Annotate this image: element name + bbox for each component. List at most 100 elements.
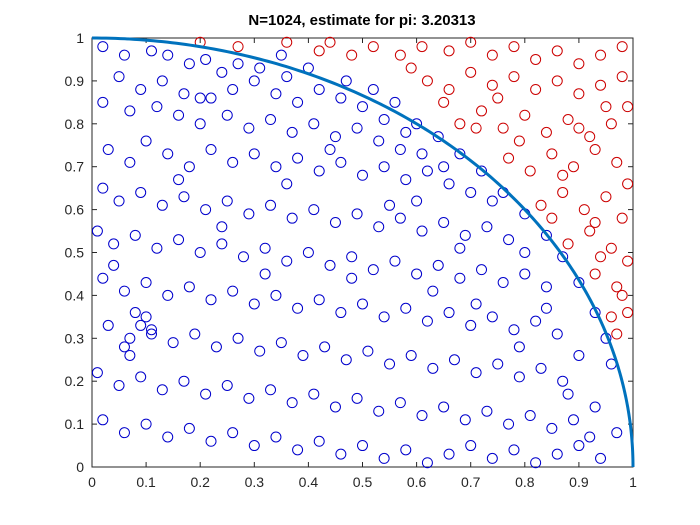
inside-point (178, 375, 190, 387)
inside-point (173, 234, 185, 246)
inside-point (465, 319, 477, 331)
inside-point (259, 268, 271, 280)
outside-point (605, 242, 617, 254)
inside-point (394, 397, 406, 409)
inside-point (237, 251, 249, 263)
inside-point (519, 247, 531, 258)
x-tick-label: 0 (88, 474, 96, 490)
inside-point (259, 242, 271, 254)
inside-point (275, 49, 287, 61)
outside-point (421, 75, 433, 87)
x-tick-label: 0.4 (299, 474, 319, 490)
inside-point (292, 444, 304, 456)
inside-point (102, 319, 114, 331)
outside-point (595, 49, 607, 61)
inside-point (519, 268, 531, 280)
inside-point (151, 101, 163, 113)
outside-point (589, 268, 601, 280)
inside-point (135, 371, 147, 383)
inside-point (292, 96, 304, 108)
outside-point (584, 131, 596, 143)
inside-point (335, 448, 347, 460)
y-tick-label: 0.1 (65, 416, 85, 432)
inside-point (351, 122, 363, 134)
inside-point (232, 58, 244, 70)
outside-point (622, 307, 634, 319)
x-tick-label: 0.9 (569, 474, 589, 490)
x-tick-label: 0.3 (245, 474, 265, 490)
inside-point (140, 277, 152, 289)
inside-point (411, 118, 423, 130)
outside-point (486, 49, 498, 61)
inside-point (156, 199, 168, 211)
inside-point (411, 195, 423, 207)
x-axis: 0 0.1 0.2 0.3 0.4 0.5 0.6 0.7 0.8 0.9 1 (88, 38, 637, 490)
inside-point (210, 341, 222, 353)
inside-point (378, 452, 390, 464)
inside-point (102, 144, 114, 156)
inside-point (146, 328, 158, 340)
inside-point (503, 234, 515, 246)
inside-point (448, 354, 460, 366)
y-tick-label: 0.9 (65, 73, 85, 89)
inside-point (265, 114, 277, 126)
inside-point (135, 83, 147, 95)
outside-point (562, 114, 574, 126)
inside-point (156, 384, 168, 396)
y-tick-label: 0.3 (65, 330, 85, 346)
inside-point (589, 401, 601, 413)
outside-point (616, 289, 628, 301)
inside-point (416, 225, 428, 237)
outside-point (551, 75, 563, 87)
outside-point (600, 101, 612, 113)
inside-point (113, 195, 125, 207)
inside-point (394, 144, 406, 156)
inside-point (497, 277, 509, 289)
inside-point (324, 144, 336, 156)
inside-point (551, 448, 563, 460)
inside-point (183, 161, 195, 173)
outside-point (622, 101, 634, 113)
outside-point (367, 41, 379, 53)
outside-point (443, 83, 455, 95)
outside-point (546, 212, 558, 224)
inside-point (129, 307, 141, 319)
inside-point (140, 135, 152, 147)
plot-frame (91, 37, 634, 468)
inside-point (248, 440, 260, 452)
y-tick-label: 0 (76, 459, 84, 475)
inside-point (340, 354, 352, 366)
x-tick-label: 0.8 (515, 474, 535, 490)
outside-point (530, 83, 542, 95)
inside-point (340, 75, 352, 87)
inside-point (454, 148, 466, 160)
inside-point (546, 422, 558, 434)
inside-point (200, 204, 212, 216)
plot-area: 0 0.1 0.2 0.3 0.4 0.5 0.6 0.7 0.8 0.9 1 0 0.1 0.2 0.3… (65, 30, 638, 490)
inside-point (421, 165, 433, 177)
outside-point (508, 71, 520, 83)
x-tick-label: 0.7 (461, 474, 481, 490)
outside-point (346, 49, 358, 61)
inside-point (513, 371, 525, 383)
inside-point (178, 88, 190, 100)
inside-point (243, 122, 255, 134)
inside-point (335, 307, 347, 319)
inside-point (227, 427, 239, 439)
inside-point (378, 161, 390, 173)
inside-point (324, 259, 336, 271)
inside-point (357, 169, 368, 181)
inside-point (124, 156, 136, 168)
x-tick-label: 0.5 (353, 474, 373, 490)
inside-point (313, 294, 325, 306)
outside-point (584, 225, 596, 237)
inside-point (129, 229, 141, 241)
inside-point (124, 332, 136, 344)
inside-point (329, 131, 341, 143)
inside-point (476, 165, 488, 177)
inside-point (405, 349, 417, 361)
outside-point (551, 45, 563, 57)
inside-point (313, 83, 325, 95)
inside-point (97, 41, 109, 53)
inside-point (470, 367, 482, 379)
